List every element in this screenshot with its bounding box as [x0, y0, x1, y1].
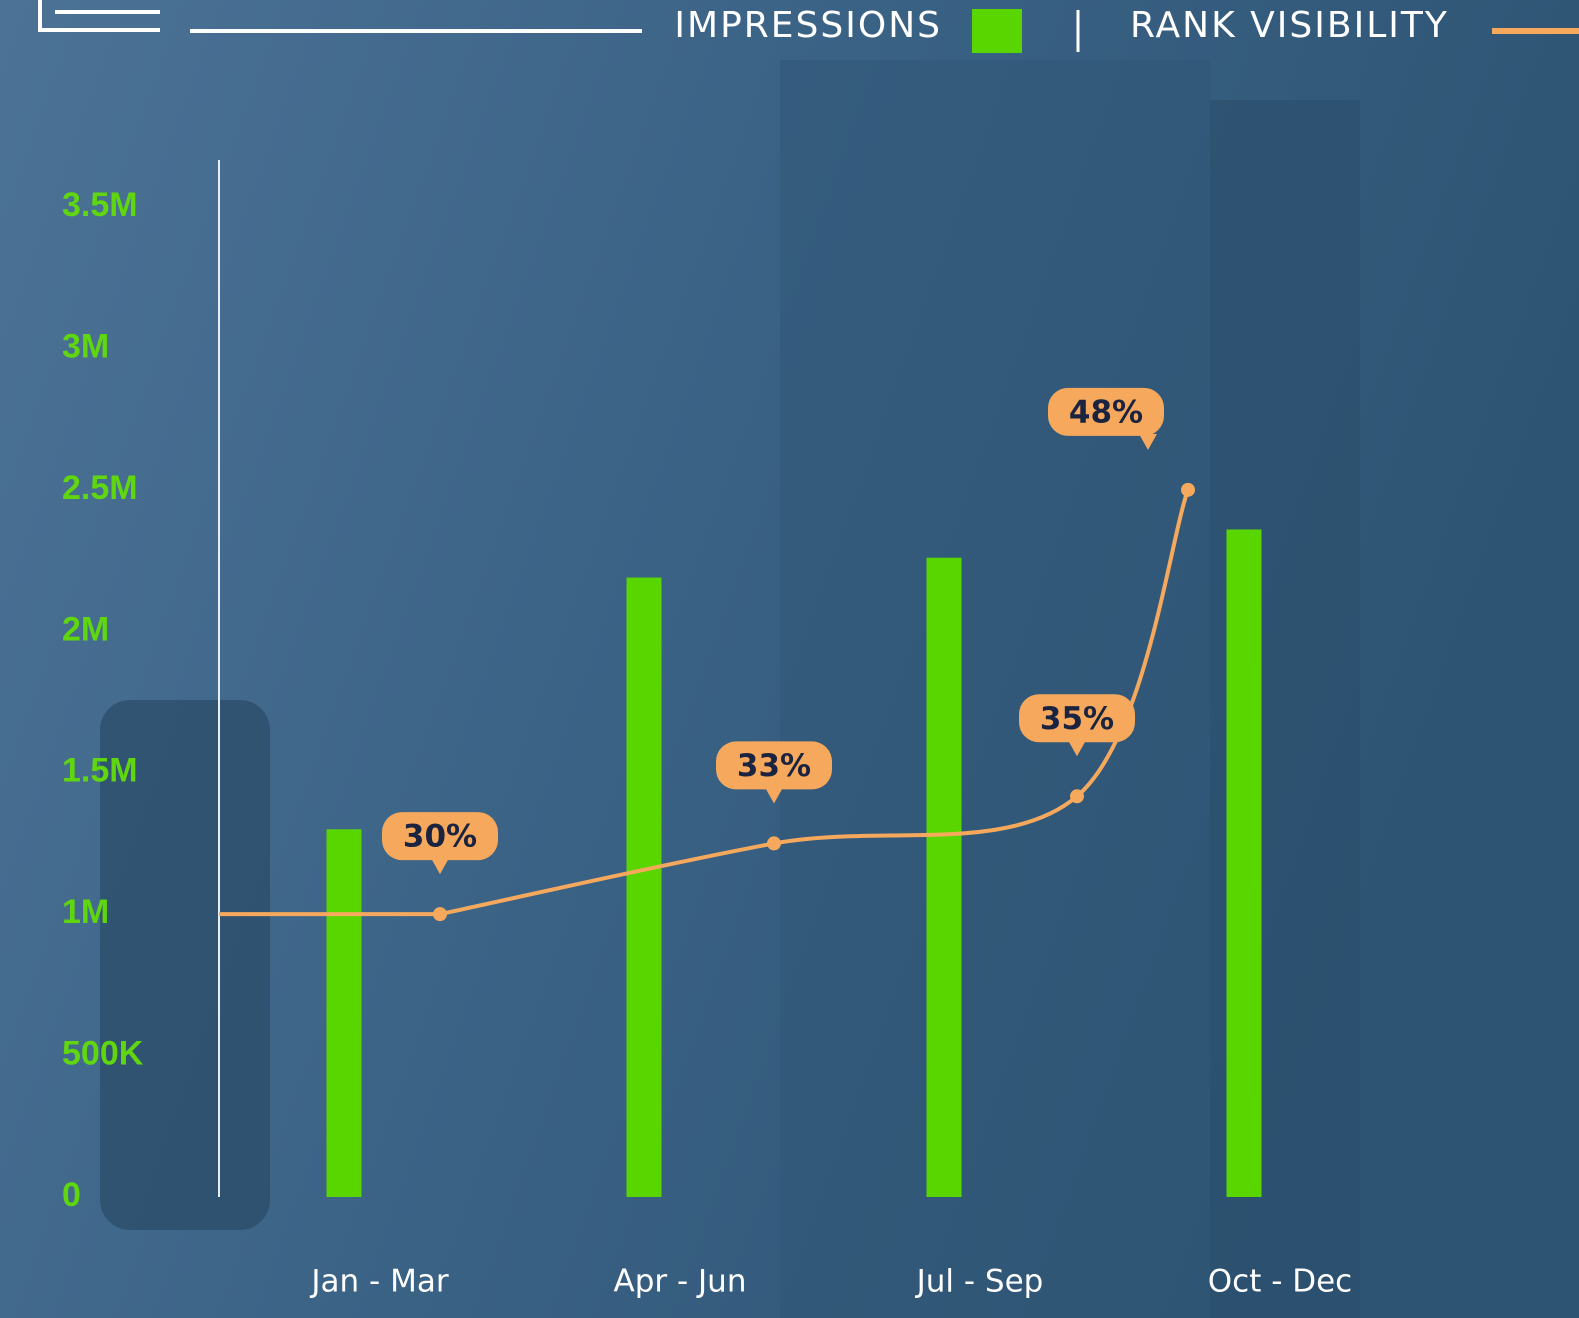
legend-label: RANK VISIBILITY	[1130, 5, 1449, 46]
y-tick-label: 2M	[62, 610, 109, 648]
bar	[327, 829, 362, 1197]
line-point	[433, 907, 447, 921]
data-label: 35%	[1040, 701, 1114, 737]
y-tick-label: 1M	[62, 893, 109, 931]
bar	[927, 558, 962, 1197]
data-label: 30%	[403, 819, 477, 855]
x-tick-label: Apr - Jun	[614, 1264, 747, 1300]
y-tick-label: 1.5M	[62, 752, 138, 790]
background-building	[780, 60, 1210, 1318]
x-tick-label: Jul - Sep	[915, 1264, 1044, 1300]
y-tick-label: 3.5M	[62, 186, 138, 224]
y-tick-label: 0	[62, 1176, 81, 1214]
x-tick-label: Jan - Mar	[309, 1264, 448, 1300]
data-label: 48%	[1069, 394, 1143, 430]
y-tick-label: 2.5M	[62, 469, 138, 507]
bar	[627, 578, 662, 1197]
x-tick-label: Oct - Dec	[1208, 1264, 1352, 1300]
line-point	[1181, 483, 1195, 497]
page: 0 500K 1M 1.5M 2M 2.5M 3M 3.5M IMPRESSIONS RANK V…	[0, 0, 1579, 1318]
line-point	[1070, 789, 1084, 803]
line-point	[767, 836, 781, 850]
y-tick-label: 500K	[62, 1035, 144, 1073]
legend-label: IMPRESSIONS	[674, 5, 942, 46]
bar	[1227, 529, 1262, 1197]
legend-swatch	[972, 9, 1022, 53]
data-label: 33%	[737, 748, 811, 784]
chart: 0 500K 1M 1.5M 2M 2.5M 3M 3.5M IMPRESSIONS RANK V…	[0, 0, 1579, 1318]
y-tick-label: 3M	[62, 327, 109, 365]
